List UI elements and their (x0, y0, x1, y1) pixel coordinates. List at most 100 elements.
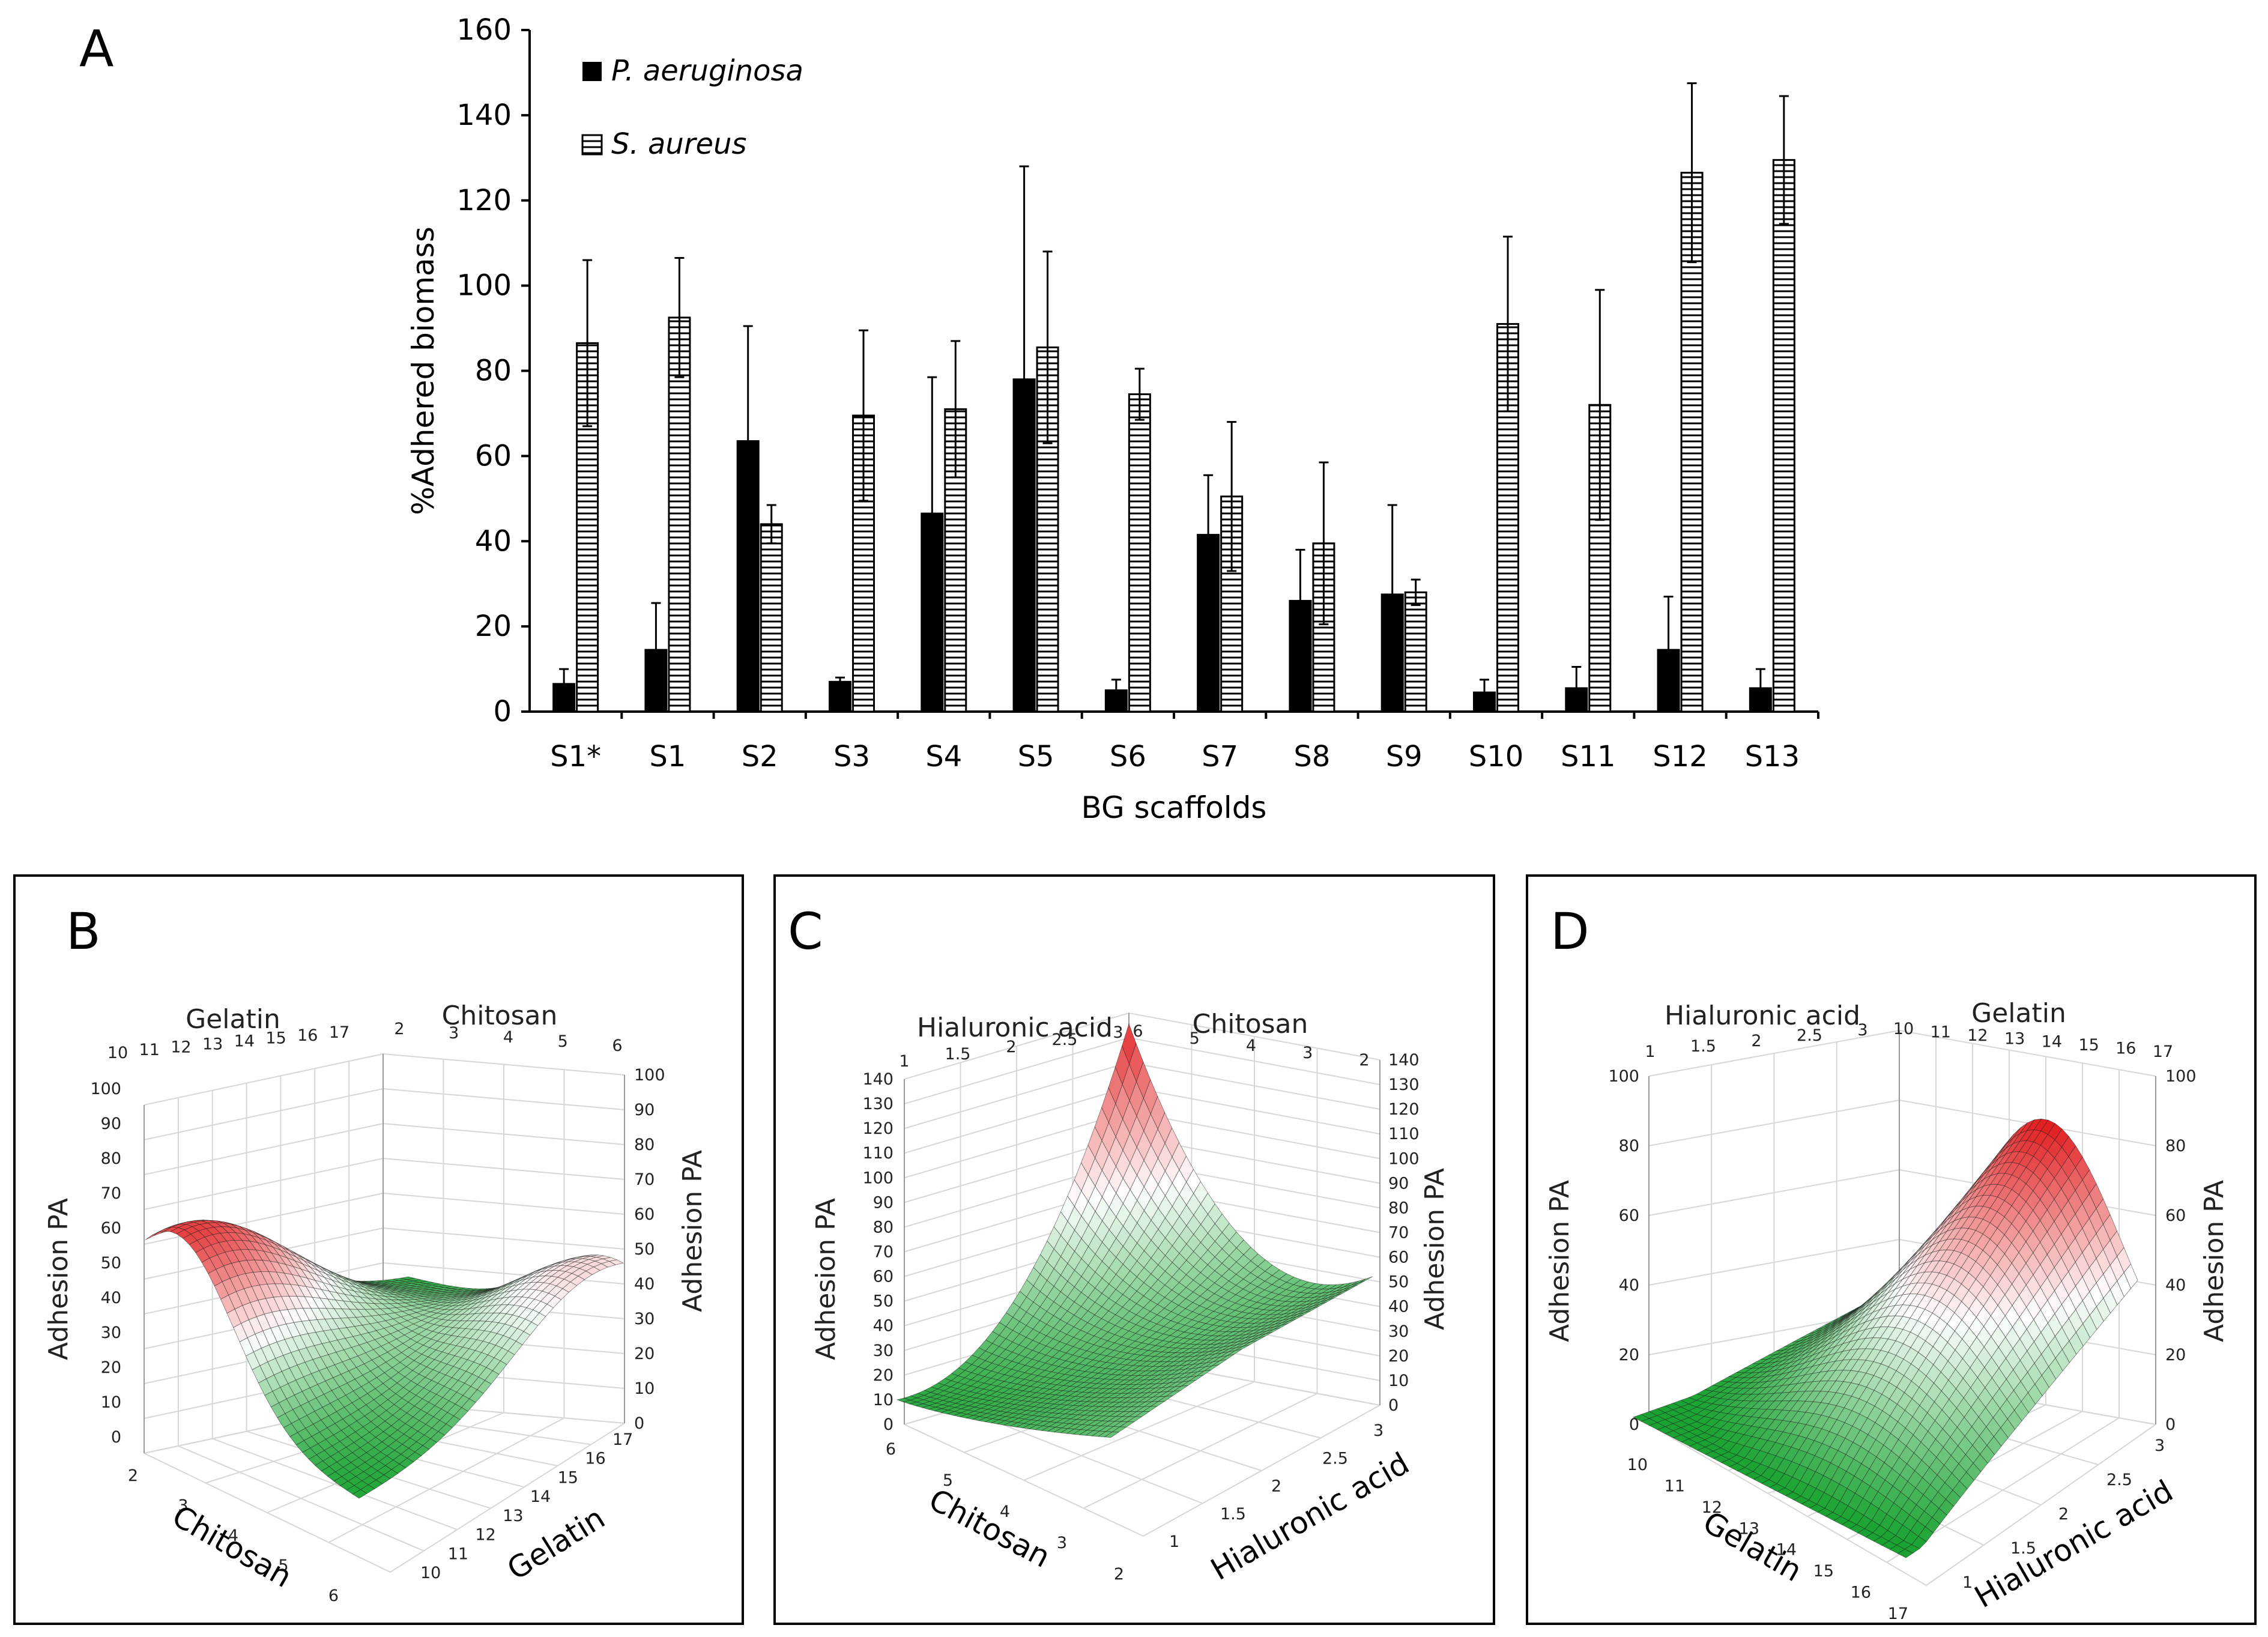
z-tick-label-right: 20 (1388, 1347, 1409, 1366)
axis-tick-label: 2 (1271, 1477, 1281, 1496)
z-tick-label-left: 60 (101, 1219, 121, 1238)
z-tick-label-right: 0 (2165, 1415, 2176, 1434)
axis-tick-label: 11 (1665, 1477, 1685, 1495)
bar-axes: 0 20 40 60 80 100 120 140 160 %Adhered biomass BG … (406, 13, 1819, 825)
bar-marks (552, 82, 1795, 713)
z-axis-title-right: Adhesion PA (2199, 1180, 2230, 1342)
z-tick-label-left: 120 (862, 1119, 894, 1138)
axis-tick-label: 3 (1057, 1534, 1067, 1552)
bar-pa (829, 680, 851, 713)
z-tick-label-left: 90 (101, 1115, 121, 1133)
bar-sa (1036, 346, 1059, 713)
z-tick-label-left: 100 (90, 1080, 121, 1098)
axis-tick-label: 2.5 (1322, 1449, 1348, 1468)
axis-tick-label: 13 (202, 1035, 223, 1053)
axis-tick-label: 5 (943, 1471, 953, 1490)
z-tick-label-right: 30 (1388, 1322, 1409, 1341)
z-tick-label-right: 90 (634, 1101, 655, 1119)
axis-tick-label: 12 (171, 1038, 191, 1056)
bar-pa (1197, 534, 1220, 713)
legend-label-sa: S. aureus (611, 127, 747, 161)
z-tick-label-right: 130 (1388, 1076, 1420, 1094)
surface-plot-b: 0 0 10 10 20 20 30 30 40 40 50 50 60 60 70 70 80 80 90 90 10… (43, 1000, 708, 1605)
z-tick-label-right: 60 (2165, 1206, 2186, 1225)
axis-title-gelatin-top: Gelatin (1971, 998, 2066, 1029)
y-tick-label: 20 (475, 610, 512, 643)
bar-pa (552, 683, 576, 713)
axis-tick-label: 6 (612, 1036, 622, 1055)
axis-tick-label: 17 (2153, 1042, 2173, 1061)
axis-tick-label: 2 (394, 1020, 404, 1038)
axis-tick-label: 3 (1302, 1044, 1313, 1062)
z-tick-label-right: 10 (1388, 1372, 1409, 1390)
bar-pa (1104, 689, 1128, 713)
z-tick-label-right: 120 (1388, 1100, 1420, 1119)
legend-label-pa: P. aeruginosa (611, 54, 803, 88)
x-tick-label: S12 (1653, 740, 1708, 773)
z-tick-label-right: 80 (2165, 1137, 2186, 1155)
z-tick-label-right: 20 (2165, 1346, 2186, 1364)
bar-sa (1772, 159, 1795, 713)
y-tick-label: 100 (456, 269, 512, 303)
axis-tick-label: 1.5 (945, 1045, 971, 1064)
axis-tick-label: 14 (530, 1487, 551, 1506)
z-tick-label-right: 0 (1388, 1396, 1399, 1415)
axis-tick-label: 2.5 (2106, 1471, 2132, 1489)
z-tick-label-right: 40 (1388, 1298, 1409, 1316)
axis-title-chitosan-top: Chitosan (1193, 1009, 1308, 1039)
axis-tick-label: 3 (178, 1496, 188, 1515)
axis-tick-label: 10 (107, 1044, 128, 1062)
z-tick-label-left: 40 (101, 1289, 121, 1307)
axis-tick-label: 6 (328, 1587, 339, 1605)
z-tick-label-left: 60 (1619, 1206, 1639, 1225)
z-tick-label-left: 110 (862, 1144, 894, 1163)
axis-tick-label: 11 (448, 1545, 468, 1563)
bar-pa (1657, 649, 1680, 713)
legend-swatch-pa (582, 62, 602, 81)
bar-pa (736, 440, 760, 713)
z-tick-label-left: 50 (101, 1254, 121, 1272)
axis-tick-label: 1.5 (1690, 1037, 1716, 1056)
axis-tick-label: 5 (1190, 1029, 1200, 1048)
z-tick-label-left: 80 (101, 1149, 121, 1168)
z-tick-label-right: 100 (1388, 1149, 1420, 1168)
axis-tick-label: 10 (420, 1564, 441, 1582)
z-tick-label-left: 20 (873, 1366, 894, 1385)
y-tick-label: 60 (475, 439, 512, 473)
axis-tick-label: 2.5 (1052, 1030, 1078, 1049)
surface-mesh (896, 1023, 1373, 1438)
bar-pa (1565, 687, 1588, 713)
axis-tick-label: 16 (2115, 1039, 2136, 1058)
z-axis-title-left: Adhesion PA (43, 1198, 74, 1360)
y-tick-label: 120 (456, 184, 512, 217)
axis-tick-label: 4 (503, 1028, 513, 1047)
axis-title-gelatin-top: Gelatin (186, 1004, 280, 1035)
axis-tick-label: 11 (1931, 1023, 1951, 1041)
surface-facet (352, 1489, 367, 1499)
z-tick-label-right: 50 (1388, 1273, 1409, 1292)
z-tick-label-left: 30 (873, 1342, 894, 1360)
x-axis-title: BG scaffolds (1081, 790, 1267, 825)
z-tick-label-right: 40 (2165, 1276, 2186, 1295)
z-tick-label-right: 60 (1388, 1248, 1409, 1267)
bar-pa (1289, 600, 1312, 713)
bar-sa (1128, 393, 1151, 713)
z-tick-label-left: 100 (862, 1169, 894, 1187)
bar-pa (644, 649, 668, 713)
z-tick-label-left: 10 (873, 1391, 894, 1409)
axis-tick-label: 2 (1751, 1032, 1761, 1050)
x-tick-label: S10 (1469, 740, 1524, 773)
x-tick-label: S6 (1110, 740, 1146, 773)
axis-tick-label: 4 (228, 1527, 238, 1545)
z-tick-label-left: 50 (873, 1292, 894, 1311)
x-tick-label: S11 (1561, 740, 1616, 773)
axis-tick-label: 17 (612, 1430, 633, 1449)
y-axis-title: %Adhered biomass (406, 226, 441, 515)
axis-tick-label: 2 (128, 1466, 138, 1485)
y-tick-label: 80 (475, 354, 512, 388)
z-tick-label-right: 70 (634, 1170, 655, 1189)
panel-c: C 0 0 10 10 20 20 30 30 40 40 50 50 60 60 70 70 80 80 90 90… (773, 874, 1495, 1625)
z-tick-label-left: 70 (873, 1243, 894, 1262)
